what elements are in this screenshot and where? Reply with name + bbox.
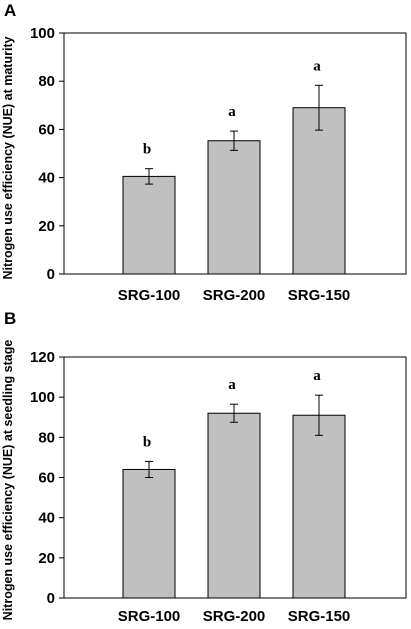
significance-letter: a [313,58,321,74]
significance-letter: a [228,104,236,120]
x-category-label: SRG-100 [118,608,181,625]
y-tick-label: 100 [30,25,55,42]
x-category-label: SRG-100 [118,287,181,304]
significance-letter: a [313,368,321,384]
bar [207,412,261,599]
significance-letter: a [228,377,236,393]
significance-letter: b [143,142,151,158]
y-ticks-a: 0 20 40 60 80 100 [30,25,64,283]
y-ticks-b: 0 20 40 60 80 100 120 [30,349,64,607]
y-tick-label: 20 [38,218,55,235]
x-category-label: SRG-150 [288,608,351,625]
y-axis-label-b: Nitrogen use efficiency (NUE) at seedlin… [1,340,15,621]
y-tick-label: 40 [38,510,55,527]
bar [292,107,346,275]
x-category-label: SRG-200 [203,608,266,625]
y-tick-label: 80 [38,429,55,446]
bar [292,414,346,599]
y-tick-label: 0 [47,590,55,607]
panel-label-a: A [4,1,16,20]
bars-b: b SRG-100 a SRG-200 a SRG-150 [118,368,351,625]
y-tick-label: 60 [38,470,55,487]
y-tick-label: 40 [38,170,55,187]
x-category-label: SRG-200 [203,287,266,304]
y-tick-label: 20 [38,550,55,567]
x-category-label: SRG-150 [288,287,351,304]
panel-label-b: B [4,309,16,328]
bar [122,468,176,599]
y-tick-label: 60 [38,121,55,138]
bar [207,140,261,275]
bar [122,175,176,275]
chart-panel-b: B Nitrogen use efficiency (NUE) at seedl… [1,309,407,625]
y-tick-label: 100 [30,389,55,406]
chart-panel-a: A Nitrogen use efficiency (NUE) at matur… [1,1,407,304]
y-tick-label: 120 [30,349,55,366]
y-tick-label: 80 [38,73,55,90]
bars-a: b SRG-100 a SRG-200 a SRG-150 [118,58,351,304]
significance-letter: b [143,434,151,450]
y-axis-label-a: Nitrogen use efficiency (NUE) at maturit… [1,36,15,279]
y-tick-label: 0 [47,266,55,283]
